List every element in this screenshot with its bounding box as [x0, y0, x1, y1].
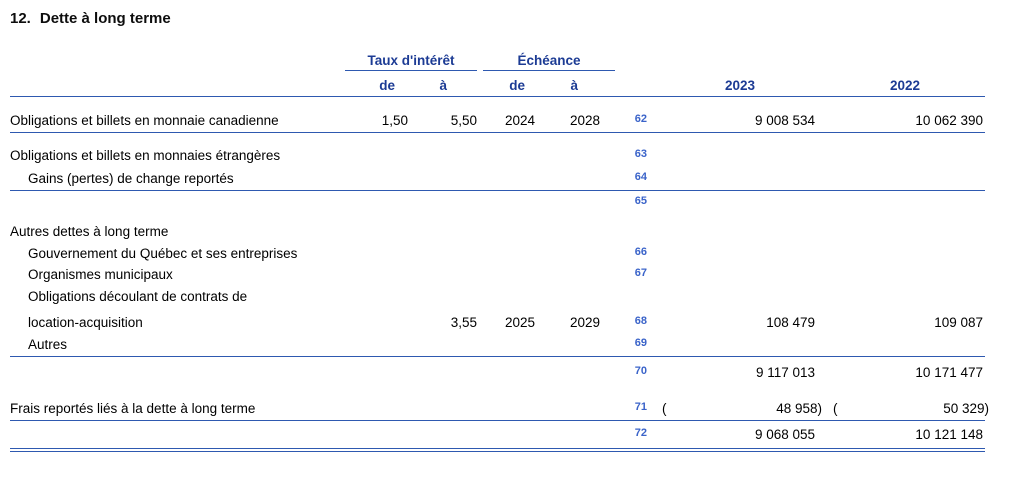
row-68-rate-to: 3,55 — [450, 315, 477, 330]
header-year-2022: 2022 — [889, 78, 921, 93]
table-row-63: Obligations et billets en monnaies étran… — [10, 133, 985, 167]
row-68-line-number: 68 — [634, 315, 647, 327]
row-65-label — [10, 210, 345, 214]
row-62-maturity-to: 2028 — [569, 113, 600, 128]
row-68-value-2022: 109 087 — [934, 315, 983, 330]
header-year-2023: 2023 — [724, 78, 756, 93]
row-63-label: Obligations et billets en monnaies étran… — [10, 148, 281, 163]
table-row-67: Organismes municipaux 67 — [10, 265, 985, 286]
section-number: 12. — [10, 10, 31, 27]
table-row-65: 65 — [10, 191, 985, 214]
table-row-contrats-wrap: Obligations découlant de contrats de — [10, 286, 985, 308]
open-paren-2023: ( — [662, 401, 667, 416]
row-70-value-2022: 10 171 477 — [915, 365, 983, 380]
row-68-label: location-acquisition — [28, 315, 143, 330]
row-68-maturity-from: 2025 — [504, 315, 535, 330]
header-interest-rate-group: Taux d'intérêt — [345, 53, 477, 71]
autres-dettes-label: Autres dettes à long terme — [10, 224, 169, 239]
total-double-rule — [10, 448, 985, 452]
row-72-line-number: 72 — [634, 427, 647, 439]
row-71-label: Frais reportés liés à la dette à long te… — [10, 401, 256, 416]
group-header-row: Taux d'intérêt Échéance — [10, 50, 985, 71]
row-62-maturity-from: 2024 — [504, 113, 535, 128]
row-65-line-number: 65 — [634, 195, 647, 207]
row-63-line-number: 63 — [634, 148, 647, 160]
sub-header-row: de à de à 2023 2022 — [10, 71, 985, 97]
table-row-72: 72 9 068 055 10 121 148 — [10, 421, 985, 446]
row-68-value-2023: 108 479 — [766, 315, 815, 330]
row-64-label: Gains (pertes) de change reportés — [28, 171, 234, 186]
long-term-debt-table: Taux d'intérêt Échéance de à de à 2023 2… — [10, 50, 989, 452]
table-row-71: Frais reportés liés à la dette à long te… — [10, 384, 989, 421]
table-row-64: Gains (pertes) de change reportés 64 — [10, 167, 985, 191]
section-title-text: Dette à long terme — [39, 10, 171, 27]
header-maturity-group: Échéance — [483, 53, 615, 71]
row-62-rate-from: 1,50 — [381, 113, 408, 128]
row-62-value-2022: 10 062 390 — [915, 113, 983, 128]
row-66-line-number: 66 — [634, 246, 647, 258]
header-rate-to: à — [439, 78, 447, 93]
row-70-line-number: 70 — [634, 365, 647, 377]
table-row-68: location-acquisition 3,55 2025 2029 68 1… — [10, 308, 985, 334]
row-72-value-2023: 9 068 055 — [754, 427, 815, 442]
row-72-value-2022: 10 121 148 — [915, 427, 983, 442]
header-rate-from: de — [379, 78, 395, 93]
row-62-label: Obligations et billets en monnaie canadi… — [10, 113, 279, 128]
row-69-label: Autres — [28, 337, 68, 352]
contrats-label-line1: Obligations découlant de contrats de — [28, 289, 248, 304]
row-68-maturity-to: 2029 — [569, 315, 600, 330]
row-71-value-2023: (48 958) — [655, 401, 825, 420]
row-62-rate-to: 5,50 — [450, 113, 477, 128]
row-71-value-2022: (50 329) — [825, 401, 989, 420]
row-67-line-number: 67 — [634, 267, 647, 279]
table-row-66: Gouvernement du Québec et ses entreprise… — [10, 243, 985, 265]
section-title: 12. Dette à long terme — [10, 10, 171, 27]
row-70-value-2023: 9 117 013 — [755, 365, 815, 380]
table-row-62: Obligations et billets en monnaie canadi… — [10, 97, 985, 133]
table-row-69: Autres 69 — [10, 334, 985, 357]
row-62-value-2023: 9 008 534 — [754, 113, 815, 128]
open-paren-2022: ( — [833, 401, 838, 416]
table-row-70: 70 9 117 013 10 171 477 — [10, 357, 985, 384]
row-71-line-number: 71 — [634, 401, 647, 413]
row-67-label: Organismes municipaux — [28, 267, 173, 282]
row-69-line-number: 69 — [634, 337, 647, 349]
row-66-label: Gouvernement du Québec et ses entreprise… — [28, 246, 298, 261]
table-row-autres-dettes: Autres dettes à long terme — [10, 214, 985, 243]
row-62-line-number: 62 — [634, 113, 647, 125]
header-maturity-to: à — [570, 78, 578, 93]
header-maturity-from: de — [509, 78, 525, 93]
row-64-line-number: 64 — [634, 171, 647, 183]
